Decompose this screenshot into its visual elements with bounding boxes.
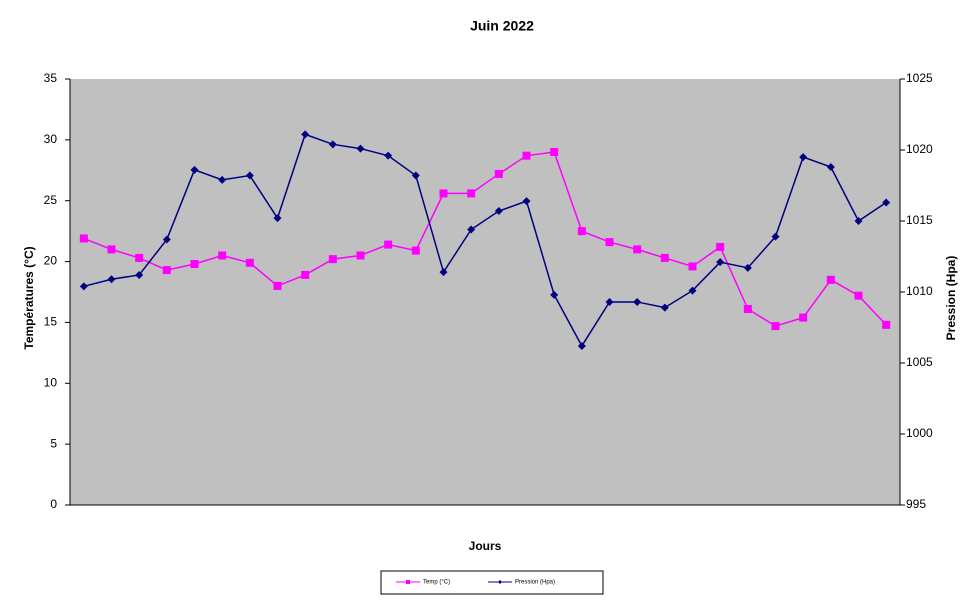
point xyxy=(550,290,559,299)
point xyxy=(771,322,780,331)
point xyxy=(107,275,116,284)
y-tick-label: 15 xyxy=(44,315,58,329)
y2-tick-label: 1015 xyxy=(906,213,933,227)
y2-tick-label: 1010 xyxy=(906,284,933,298)
legend-marker xyxy=(498,580,502,584)
point xyxy=(882,198,891,207)
y-tick-label: 30 xyxy=(44,132,58,146)
y-tick-label: 0 xyxy=(50,497,57,511)
point xyxy=(107,245,116,254)
point xyxy=(328,140,337,149)
point xyxy=(135,270,144,279)
point xyxy=(273,214,282,223)
y-tick-label: 10 xyxy=(44,375,58,389)
point xyxy=(660,303,669,312)
y2-tick-label: 1005 xyxy=(906,355,933,369)
point xyxy=(882,320,891,329)
point xyxy=(716,242,725,251)
point xyxy=(439,189,448,198)
y2-axis-title: Pression (Hpa) xyxy=(944,256,958,341)
point xyxy=(577,227,586,236)
y-tick-label: 35 xyxy=(44,71,58,85)
chart-title: Juin 2022 xyxy=(470,18,534,34)
point xyxy=(245,258,254,267)
point xyxy=(162,266,171,275)
point xyxy=(633,245,642,254)
point xyxy=(799,153,808,162)
point xyxy=(522,197,531,206)
point xyxy=(854,217,863,225)
point xyxy=(79,282,88,291)
y-tick-label: 20 xyxy=(44,254,58,268)
legend-marker xyxy=(406,580,410,584)
point xyxy=(190,165,199,174)
point xyxy=(494,169,503,178)
point xyxy=(494,207,503,216)
y2-tick-label: 1000 xyxy=(906,426,933,440)
point xyxy=(356,251,365,260)
point xyxy=(356,144,365,153)
series-line xyxy=(83,133,887,348)
point xyxy=(799,313,808,322)
point xyxy=(826,163,835,172)
point xyxy=(688,286,697,295)
point xyxy=(328,255,337,264)
point xyxy=(162,235,171,244)
y-axis-title: Températures (°C) xyxy=(22,246,36,349)
legend-label: Temp (°C) xyxy=(423,580,450,586)
point xyxy=(411,171,420,180)
point xyxy=(605,297,614,306)
point xyxy=(245,171,254,180)
point xyxy=(743,263,752,272)
point xyxy=(688,262,697,271)
series-line xyxy=(83,151,887,327)
point xyxy=(439,268,448,277)
point xyxy=(190,260,199,269)
point xyxy=(605,238,614,247)
point xyxy=(301,130,310,139)
y2-tick-label: 1020 xyxy=(906,142,933,156)
point xyxy=(79,234,88,243)
legend-label: Pression (Hpa) xyxy=(515,580,555,586)
point xyxy=(273,281,282,290)
point xyxy=(771,232,780,241)
point xyxy=(384,151,393,160)
y-tick-label: 5 xyxy=(50,436,57,450)
point xyxy=(550,148,559,157)
point xyxy=(522,151,531,160)
point xyxy=(467,189,476,198)
point xyxy=(716,258,725,267)
point xyxy=(826,275,835,284)
point xyxy=(854,291,863,300)
point xyxy=(411,246,420,255)
y2-tick-label: 1025 xyxy=(906,71,933,85)
point xyxy=(633,297,642,306)
point xyxy=(384,240,393,249)
point xyxy=(218,175,227,184)
point xyxy=(218,251,227,260)
point xyxy=(301,270,310,279)
point xyxy=(577,341,586,350)
plot-area xyxy=(70,79,900,505)
point xyxy=(135,253,144,262)
y2-tick-label: 995 xyxy=(906,497,926,511)
x-axis-title: Jours xyxy=(469,539,502,553)
point xyxy=(660,253,669,262)
point xyxy=(467,225,476,234)
point xyxy=(743,305,752,314)
y-tick-label: 25 xyxy=(44,193,58,207)
